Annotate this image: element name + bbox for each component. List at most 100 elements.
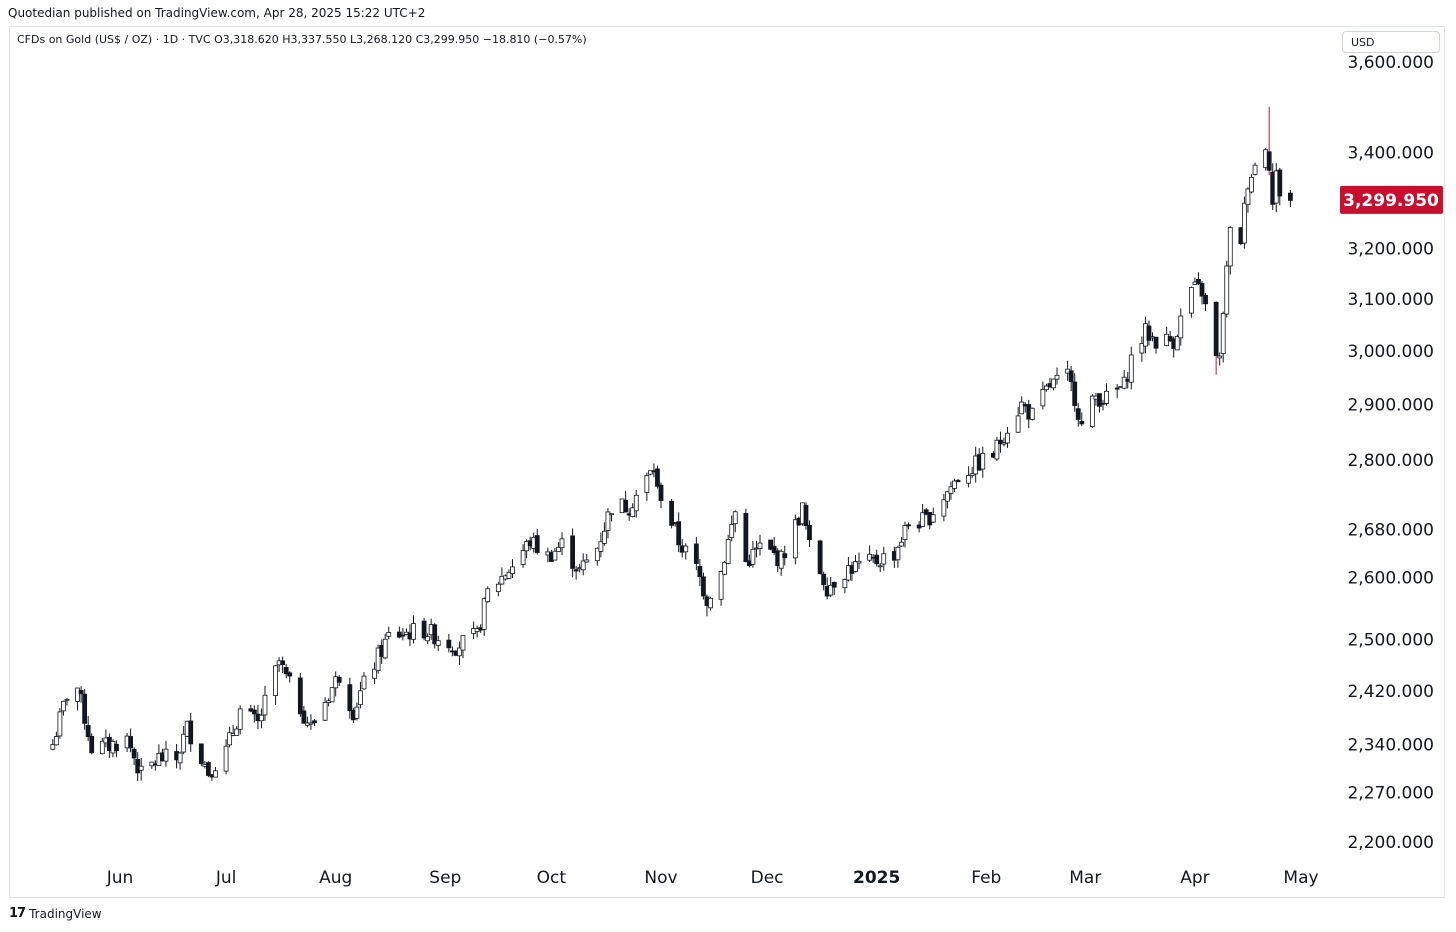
candle-body [446, 639, 452, 649]
candle [85, 716, 91, 741]
candle [778, 549, 784, 576]
candle-body [750, 548, 756, 565]
x-tick-label: Jul [215, 868, 237, 888]
candle-body [757, 542, 763, 550]
candle-body [701, 576, 706, 597]
candle-body [633, 494, 639, 512]
candle-body [188, 720, 194, 745]
footer-brand-label: TradingView [29, 906, 102, 921]
candle [78, 686, 84, 703]
candle [432, 623, 438, 649]
candle [605, 508, 611, 539]
candle-body [1019, 401, 1025, 415]
candle [980, 446, 986, 478]
y-tick-label: 3,200.000 [1347, 240, 1434, 260]
candle-body [697, 566, 703, 578]
x-tick-label: May [1283, 868, 1318, 888]
candle [495, 581, 501, 597]
candle [1114, 384, 1120, 399]
candle [259, 708, 264, 729]
candle [138, 758, 144, 781]
candle-body [1174, 336, 1180, 351]
candle [732, 510, 738, 533]
candle [347, 677, 353, 719]
candle-body [495, 583, 501, 592]
candle-body [966, 475, 972, 484]
candle [856, 552, 862, 570]
candle-body [1242, 202, 1247, 244]
candle [1287, 190, 1293, 208]
candle [570, 528, 575, 578]
candle-body [1029, 407, 1035, 420]
candle [61, 700, 66, 716]
candle [131, 747, 137, 766]
candle-body [237, 708, 243, 730]
candle-body [53, 736, 59, 746]
y-tick-label: 3,000.000 [1347, 342, 1434, 362]
candle [930, 507, 936, 523]
candle [630, 503, 636, 518]
candle-body [980, 453, 986, 470]
candle-body [1128, 354, 1134, 383]
candle [803, 502, 809, 530]
candle [874, 549, 880, 567]
candle [817, 539, 823, 575]
candle [655, 465, 660, 489]
candle [718, 570, 724, 606]
candle-body [205, 762, 211, 776]
candle-body [920, 512, 926, 527]
candle [966, 466, 972, 488]
footer-brand[interactable]: 17 TradingView [9, 906, 102, 921]
candle [460, 635, 466, 659]
candle [1104, 383, 1109, 406]
candle-body [181, 733, 187, 753]
candle-body [287, 672, 293, 677]
candle-body [994, 439, 1000, 460]
candle [867, 545, 873, 562]
candle [435, 635, 441, 651]
candle [573, 565, 579, 580]
candle [312, 719, 317, 727]
candle [396, 626, 402, 639]
candle-body [411, 623, 416, 640]
candle-body [75, 687, 80, 702]
candle [955, 478, 961, 483]
tradingview-logo-icon: 17 [9, 906, 26, 921]
candle [1242, 196, 1247, 249]
last-price-badge [1340, 185, 1443, 214]
currency-button[interactable]: USD [1342, 31, 1440, 53]
candle-body [952, 480, 957, 489]
candle [128, 728, 134, 753]
candle-body [874, 554, 880, 565]
candle [1277, 167, 1283, 206]
candle-body [923, 509, 929, 515]
candle [831, 581, 837, 596]
candle-body [899, 541, 904, 547]
candle [1019, 396, 1025, 415]
x-tick-label: Dec [751, 868, 784, 888]
candle-body [1044, 385, 1049, 391]
candle [998, 431, 1003, 453]
candle-body [382, 638, 388, 659]
candle [701, 572, 706, 600]
candle-body [1015, 415, 1021, 433]
candle-body [853, 561, 858, 572]
candle [99, 737, 105, 755]
candle [693, 536, 699, 571]
candle [297, 672, 303, 717]
candle-body [273, 665, 278, 697]
candle-body [902, 525, 908, 540]
candle-body [301, 710, 307, 724]
candle [50, 739, 56, 751]
candle [559, 532, 565, 556]
candle-body [1114, 387, 1120, 390]
candle-body [1217, 355, 1223, 359]
candle [807, 520, 812, 547]
candle-body [602, 530, 607, 544]
candle-body [782, 553, 788, 559]
candle-body [78, 690, 84, 695]
candle-body [460, 635, 466, 651]
candle [881, 546, 887, 571]
candle [499, 567, 505, 585]
